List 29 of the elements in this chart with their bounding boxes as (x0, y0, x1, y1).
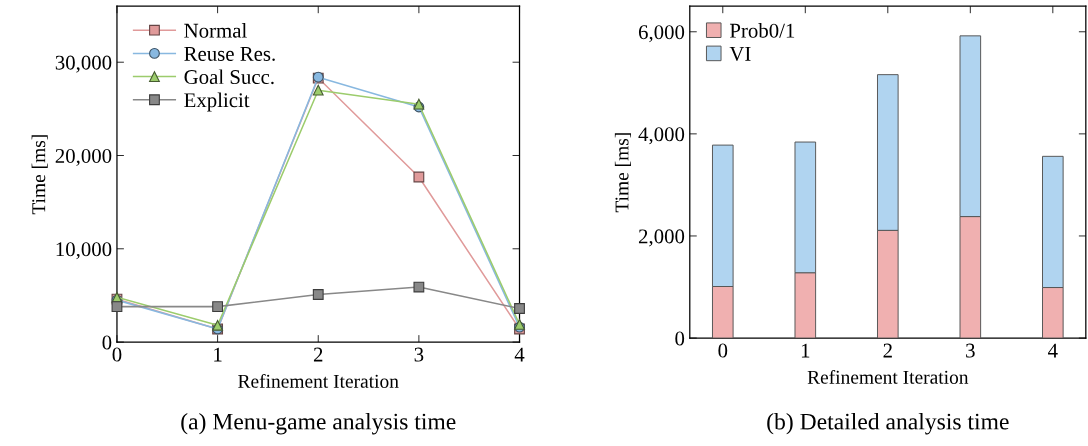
x-tick-label: 1 (214, 347, 222, 362)
legend-label: Prob0/1 (729, 23, 795, 38)
legend-label: Reuse Res. (184, 47, 275, 61)
y-tick-label: 4,000 (638, 127, 685, 145)
y-tick-label: 20,000 (55, 148, 112, 166)
y-tick-label: 0 (675, 331, 685, 346)
x-tick-label: 0 (112, 347, 122, 362)
x-tick-label: 2 (883, 343, 892, 358)
y-axis-title: Time [ms] (614, 133, 631, 213)
x-tick-label: 0 (718, 343, 728, 358)
text: (a) Menu-game analysis time (181, 412, 456, 435)
legend-label: VI (729, 47, 751, 61)
legend-label: Explicit (184, 92, 250, 112)
x-tick-label: 3 (966, 343, 975, 358)
y-tick-label: 2,000 (638, 229, 685, 247)
x-tick-label: 3 (414, 347, 424, 362)
legend-label: Normal (184, 23, 247, 38)
x-axis-title: Refinement Iteration (807, 369, 969, 384)
y-tick-label: 30,000 (55, 55, 112, 73)
x-axis-title: Refinement Iteration (238, 373, 399, 388)
y-tick-label: 10,000 (56, 242, 112, 260)
x-tick-label: 4 (1048, 343, 1058, 358)
text: (b) Detailed analysis time (767, 412, 1009, 435)
x-tick-label: 2 (313, 347, 323, 362)
y-axis-title: Time [ms] (31, 135, 48, 215)
legend-label: Goal Succ. (184, 69, 274, 85)
x-tick-label: 1 (801, 343, 810, 358)
y-tick-label: 6,000 (638, 25, 685, 43)
x-tick-label: 4 (514, 347, 525, 362)
